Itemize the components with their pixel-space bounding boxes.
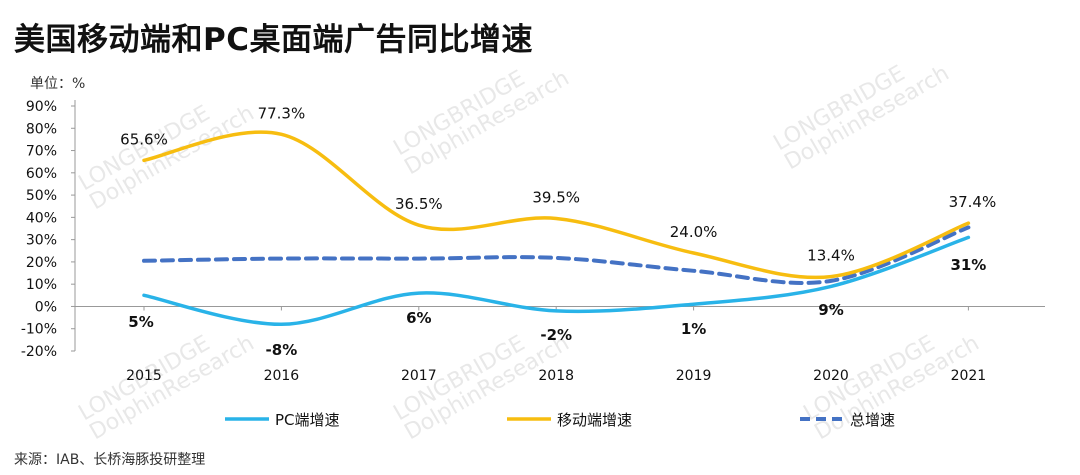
y-tick-label: 80% [26, 121, 57, 137]
data-label-pc: 1% [681, 320, 706, 338]
x-tick-label: 2021 [951, 368, 987, 384]
data-label-pc: 6% [406, 309, 431, 327]
data-label-mobile: 37.4% [949, 193, 997, 211]
data-label-pc: 31% [950, 256, 986, 274]
data-label-mobile: 65.6% [120, 130, 168, 148]
legend-label: PC端增速 [275, 411, 340, 429]
data-label-pc: 9% [818, 301, 843, 319]
data-label-mobile: 39.5% [532, 188, 580, 206]
x-tick-label: 2018 [538, 368, 574, 384]
series-layer [142, 130, 971, 327]
y-tick-label: 90% [26, 99, 57, 115]
legend-label: 移动端增速 [557, 411, 632, 429]
y-tick-label: 20% [26, 255, 57, 271]
y-tick-label: 50% [26, 188, 57, 204]
x-tick-label: 2016 [264, 368, 300, 384]
y-tick-label: 0% [35, 299, 57, 315]
y-tick-label: 30% [26, 233, 57, 249]
data-label-layer: 65.6% 77.3% 36.5% 39.5% 24.0% 13.4% 37.4% 5% -8%… [120, 104, 996, 359]
chart-title: 美国移动端和PC桌面端广告同比增速 [14, 22, 533, 58]
legend-label: 总增速 [850, 411, 895, 429]
y-tick-label: -20% [21, 344, 57, 360]
axes: 90% 80% 70% 60% 50% 40% 30% 20% 10% 0% -10% -20% 201… [21, 99, 1045, 384]
y-tick-label: 70% [26, 144, 57, 160]
legend: PC端增速 移动端增速 总增速 [225, 411, 895, 429]
data-label-pc: -2% [540, 326, 572, 344]
x-tick-label: 2020 [813, 368, 849, 384]
data-label-mobile: 36.5% [395, 195, 443, 213]
y-tick-label: 60% [26, 166, 57, 182]
data-label-pc: -8% [266, 341, 298, 359]
x-tick-label: 2015 [126, 368, 162, 384]
series-line-mobile [142, 130, 971, 280]
y-tick-label: 40% [26, 210, 57, 226]
x-tick-label: 2017 [401, 368, 437, 384]
x-tick-label: 2019 [676, 368, 712, 384]
data-label-mobile: 24.0% [670, 223, 718, 241]
data-label-mobile: 13.4% [807, 247, 855, 265]
unit-label: 单位：% [30, 76, 86, 92]
data-label-mobile: 77.3% [258, 104, 306, 122]
y-tick-label: -10% [21, 322, 57, 338]
series-line-pc [142, 235, 971, 327]
data-label-pc: 5% [128, 313, 153, 331]
y-tick-label: 10% [26, 277, 57, 293]
source-note: 来源：IAB、长桥海豚投研整理 [14, 452, 206, 468]
series-line-total [142, 225, 971, 285]
